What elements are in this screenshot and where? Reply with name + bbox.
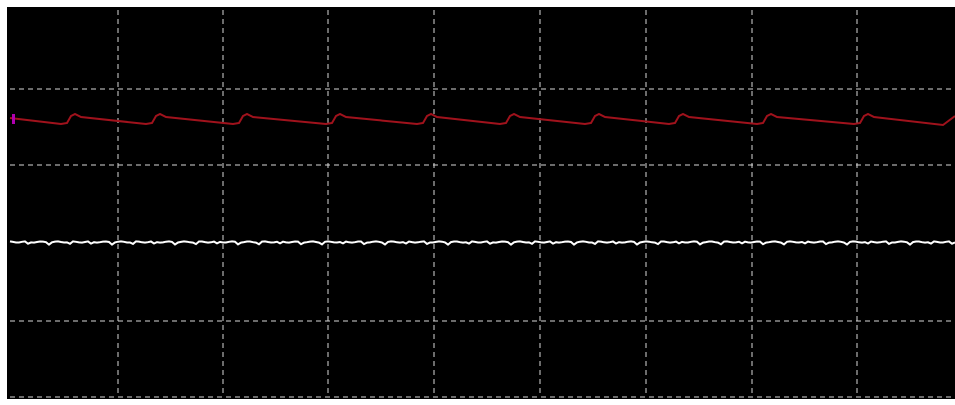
traces [9, 112, 955, 246]
grid-lines [10, 10, 955, 398]
trace-red [9, 112, 955, 127]
plot-background [7, 7, 955, 399]
channel-marker [12, 114, 15, 124]
trace-white [9, 240, 955, 246]
